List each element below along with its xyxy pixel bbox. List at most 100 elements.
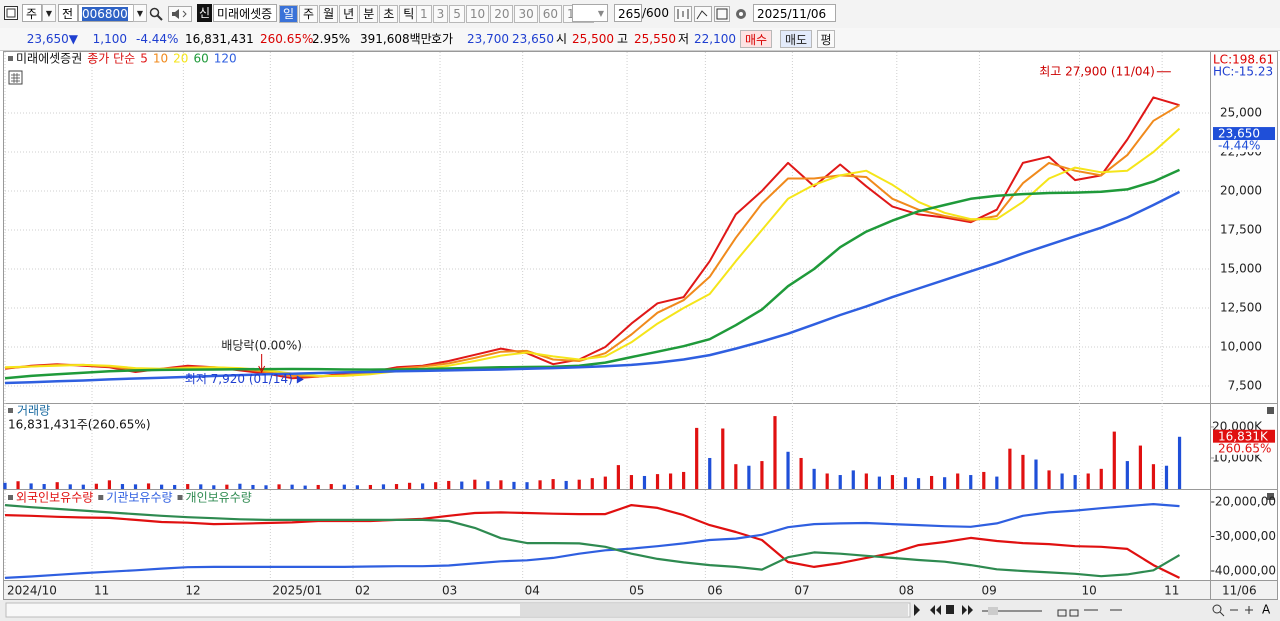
volume-bar	[94, 483, 98, 489]
x-tick-label: 02	[355, 584, 370, 598]
count-input[interactable]: 265	[614, 4, 642, 22]
toolbar-button[interactable]: 분	[359, 5, 379, 23]
scroll-thumb[interactable]	[520, 604, 908, 616]
dropdown[interactable]: ▼	[572, 4, 608, 22]
last-price-tag	[1213, 127, 1275, 141]
volume-bar	[551, 479, 555, 489]
scrollbar: A	[0, 600, 1280, 621]
volume-bar	[421, 483, 425, 489]
legend-marker	[8, 495, 13, 500]
toolbar-button[interactable]: 20	[490, 5, 514, 23]
volume-bar	[55, 482, 59, 489]
x-tick-label: 09	[981, 584, 996, 598]
x-tick-label: 12	[185, 584, 200, 598]
volume-bar	[290, 484, 294, 489]
search-icon[interactable]	[149, 7, 163, 21]
code-input[interactable]: 006800	[78, 4, 134, 22]
toolbar-button[interactable]: 1	[416, 5, 432, 23]
prev-button[interactable]: 전	[58, 4, 78, 22]
legend-label: 종가 단순	[87, 52, 135, 66]
avg-button[interactable]: 평	[817, 30, 835, 48]
volume-bar	[903, 477, 908, 489]
toolbar-button[interactable]: 10	[465, 5, 490, 23]
volume-bar	[120, 484, 125, 489]
annotation: 최저 7,920 (01/14)	[185, 372, 293, 386]
market-select[interactable]: 주	[22, 4, 42, 22]
badge: 신	[197, 4, 212, 22]
volume-bar	[995, 476, 999, 489]
volume-bar	[316, 484, 320, 489]
volume-bar	[1021, 454, 1025, 489]
volume-bar	[1086, 473, 1090, 489]
x-tick-label: 04	[525, 584, 540, 598]
amount: 391,608백만	[360, 32, 432, 46]
toolbar-button[interactable]: 년	[339, 5, 359, 23]
change-bg	[1213, 140, 1275, 153]
sell-button[interactable]: 매도	[780, 30, 812, 48]
series-line	[4, 504, 1180, 579]
toolbar-button[interactable]: 60	[538, 5, 563, 23]
volume-bar	[251, 484, 255, 489]
y-tick-label: 10,000	[1220, 339, 1262, 353]
volume-bar	[1073, 475, 1077, 489]
date-input[interactable]: 2025/11/06	[753, 4, 836, 22]
toolbar-button[interactable]: 월	[319, 5, 339, 23]
toolbar-button[interactable]: 3	[432, 5, 449, 23]
y-tick-label: -40,000,00	[1211, 563, 1276, 577]
toolbar-button[interactable]: 30	[514, 5, 538, 23]
x-tick-label: 03	[442, 584, 457, 598]
lc-label: LC:198.61	[1213, 53, 1274, 67]
volume-bar	[1164, 465, 1169, 489]
volume-bar	[342, 484, 346, 489]
toolbar-button[interactable]: 5	[449, 5, 465, 23]
volume-bar	[473, 479, 477, 489]
y-tick-label: 15,000	[1220, 261, 1262, 275]
panel-button[interactable]	[1267, 493, 1274, 500]
table-icon-lines	[11, 73, 20, 83]
toolbar-button[interactable]: 일	[279, 5, 299, 23]
volume-bar	[642, 475, 647, 489]
legend-label: 20	[173, 52, 188, 66]
tool-icons[interactable]	[674, 6, 754, 22]
layout-icon[interactable]	[4, 6, 18, 20]
annotation: 최고 27,900 (11/04)	[1039, 64, 1155, 78]
table-icon[interactable]	[8, 70, 23, 85]
legend-label: 5	[140, 52, 148, 66]
toolbar-button[interactable]: 초	[379, 5, 399, 23]
toolbar-button[interactable]: 틱	[399, 5, 419, 23]
annotation-arrow	[296, 375, 304, 384]
last-change: -4.44%	[1218, 139, 1260, 153]
volume-bar	[29, 483, 33, 489]
toolbar-button[interactable]: 주	[299, 5, 319, 23]
font-button[interactable]: A	[1262, 603, 1271, 617]
speaker-icon[interactable]	[168, 6, 192, 22]
volume-bar	[160, 484, 164, 489]
x-end-label: 11/06	[1222, 584, 1257, 598]
volume-bar	[434, 482, 438, 489]
volume-bar	[838, 475, 842, 489]
x-axis-area	[4, 580, 1277, 599]
volume-bar	[629, 475, 634, 489]
dropdown[interactable]: ▼	[42, 4, 56, 22]
volume-bar	[812, 468, 816, 489]
volume-bar	[381, 484, 386, 489]
legend-label: 120	[214, 52, 237, 66]
bid: 23,650	[512, 32, 554, 46]
volume-bar	[499, 480, 503, 489]
x-tick-label: 08	[899, 584, 914, 598]
volume-bar	[199, 484, 203, 489]
volume-bar	[577, 479, 581, 489]
panel-button[interactable]	[1267, 407, 1274, 414]
volume-bar	[447, 480, 451, 489]
series-line	[4, 503, 1180, 579]
high-label: 고	[617, 32, 629, 46]
x-tick-label: 10	[1081, 584, 1096, 598]
legend-label: 외국인보유수량	[16, 491, 93, 505]
dropdown[interactable]: ▼	[133, 4, 147, 22]
buy-button[interactable]: 매수	[740, 30, 772, 48]
open: 25,500	[572, 32, 614, 46]
legend-marker	[98, 495, 104, 500]
